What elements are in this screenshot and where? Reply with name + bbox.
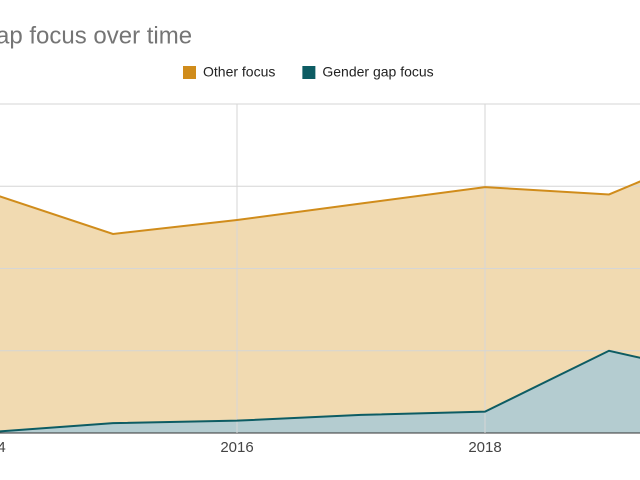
legend-label: Other focus (203, 64, 275, 80)
legend-label: Gender gap focus (322, 64, 433, 80)
chart-title: ap focus over time (0, 22, 192, 49)
x-tick-label: 2016 (220, 439, 253, 456)
series-line (0, 180, 640, 235)
x-tick-label: 2014 (0, 439, 6, 456)
x-tick-label: 2018 (468, 439, 501, 456)
legend-swatch (183, 66, 196, 79)
area-fill (0, 181, 640, 432)
legend-swatch (302, 66, 316, 79)
series-line (0, 349, 640, 433)
